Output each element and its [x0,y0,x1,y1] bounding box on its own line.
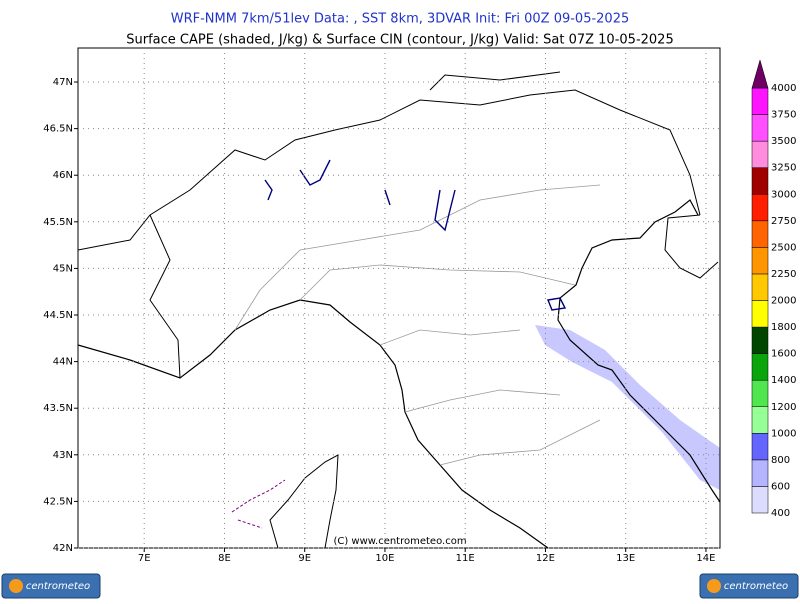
logo-text: centrometeo [26,581,90,592]
colorbar-box [751,87,769,115]
colorbar-box [751,140,769,168]
colorbar-label: 2500 [771,242,796,253]
colorbar-box [751,353,769,381]
colorbar-box [751,486,769,514]
colorbar-label: 1000 [771,428,796,439]
colorbar-label: 4000 [771,83,796,94]
colorbar-box [751,406,769,434]
colorbar-label: 400 [771,508,790,519]
colorbar-box [751,300,769,328]
logo-right: centrometeo [699,573,799,599]
x-tick-label: 12E [536,553,555,564]
colorbar-box [751,379,769,407]
y-tick-label: 43N [53,450,73,461]
regional-border [234,184,601,466]
colorbar-label: 2250 [771,269,796,280]
logo-text: centrometeo [724,581,788,592]
colorbar-label: 1600 [771,349,796,360]
y-tick-label: 45N [53,263,73,274]
logo-icon [9,579,23,593]
colorbar-label: 3250 [771,163,796,174]
x-tick-label: 8E [218,553,231,564]
tyrrhenian-coast [77,299,549,549]
colorbar-box [751,167,769,195]
cin-contour [231,479,286,529]
colorbar-box [751,273,769,301]
colorbar-label: 1200 [771,402,796,413]
colorbar-label: 2000 [771,296,796,307]
lake-contour [264,159,567,311]
colorbar-label: 3000 [771,189,796,200]
map-area [77,71,721,549]
y-tick-label: 42N [53,543,73,554]
y-tick-label: 44N [53,357,73,368]
x-tick-label: 9E [298,553,311,564]
colorbar-label: 3500 [771,136,796,147]
title-line-2: Surface CAPE (shaded, J/kg) & Surface CI… [126,33,673,48]
x-tick-label: 14E [696,553,715,564]
x-tick-label: 7E [138,553,151,564]
colorbar-box [751,247,769,275]
x-tick-label: 10E [375,553,394,564]
logo-left: centrometeo [1,573,101,599]
cape-shading [535,325,720,490]
logo-icon [707,579,721,593]
logo-box [1,573,101,599]
national-border [149,71,561,379]
x-tick-label: 13E [616,553,635,564]
colorbar-label: 3750 [771,110,796,121]
colorbar-label: 2750 [771,216,796,227]
x-tick-label: 11E [456,553,475,564]
map-frame [77,47,721,549]
colorbar-box [751,433,769,461]
y-tick-label: 46.5N [43,124,73,135]
colorbar-box [751,194,769,222]
colorbar-triangle [751,59,769,89]
copyright: (C) www.centrometeo.com [333,536,466,547]
colorbar-box [751,459,769,487]
colorbar-label: 1400 [771,375,796,386]
y-tick-label: 45.5N [43,217,73,228]
y-tick-label: 46N [53,170,73,181]
logo-box [699,573,799,599]
y-tick-label: 42.5N [43,496,73,507]
colorbar-box [751,114,769,142]
istria-coast [664,214,719,279]
y-tick-label: 47N [53,77,73,88]
colorbar-label: 1800 [771,322,796,333]
title-line-1: WRF-NMM 7km/51lev Data: , SST 8km, 3DVAR… [171,12,630,27]
colorbar-box [751,326,769,354]
y-tick-label: 43.5N [43,403,73,414]
colorbar-box [751,220,769,248]
colorbar-label: 800 [771,455,790,466]
corsica-coast [269,454,339,549]
colorbar-label: 600 [771,481,790,492]
alpine-border [77,89,701,251]
y-tick-label: 44.5N [43,310,73,321]
